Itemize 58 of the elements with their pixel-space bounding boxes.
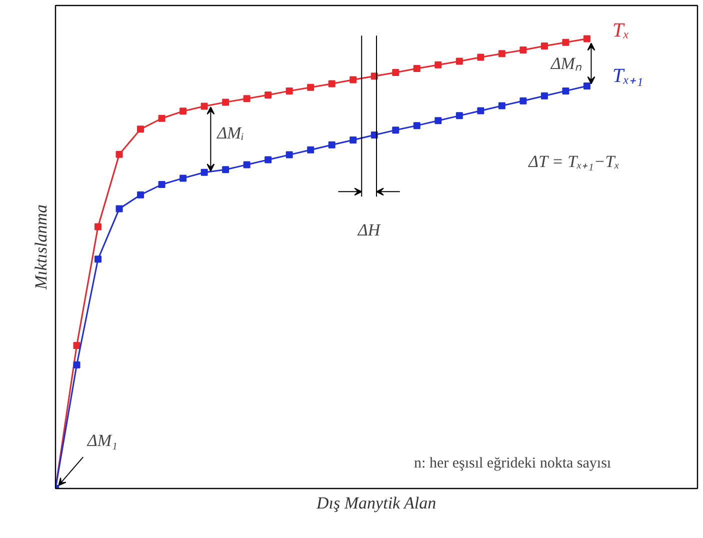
point [243,95,250,102]
point [413,122,420,130]
point [477,54,484,61]
annotation: ΔMₙ [550,54,582,74]
point [222,166,230,174]
point [200,168,208,176]
series-label: Tₓ₊₁ [612,65,644,88]
point [116,150,123,158]
point [180,108,187,115]
point [540,92,548,100]
point [222,98,230,106]
series-label: Tₓ [612,20,630,42]
point [456,58,463,65]
point [520,46,527,54]
y-axis-title: Mıktıslanma [32,204,50,290]
point [350,136,357,144]
point [562,38,570,46]
annotation: ΔMᵢ [216,124,244,143]
annotation: ΔH [356,220,382,240]
x-axis-title: Dış Manytik Alan [316,494,436,512]
point [392,126,400,134]
point [477,107,484,114]
annotation: ΔM₁ [86,430,118,450]
point [456,112,463,120]
point [200,102,208,110]
point [180,174,187,182]
point [94,223,102,230]
point [583,35,590,42]
point [286,87,293,94]
annotation: ΔT = Tₓ₊₁−Tₓ [528,152,620,172]
point [116,205,123,212]
annotation: n: her eşısıl eğrideki nokta sayısı [414,455,612,472]
point [520,97,527,104]
point [73,342,80,349]
point [137,126,144,133]
point [540,42,548,50]
point [264,91,272,98]
point [158,180,166,188]
point [94,256,102,263]
point [307,146,314,154]
point [434,117,442,124]
point [498,102,506,110]
point [350,76,357,84]
point [413,64,420,72]
point [562,87,570,94]
point [286,151,293,158]
point [243,161,250,168]
point [73,361,80,368]
point [264,156,272,164]
point [137,191,144,198]
point [328,80,336,88]
point [498,50,506,58]
point [328,141,336,148]
point [392,69,400,76]
point [583,82,590,90]
point [307,84,314,91]
point [158,114,166,122]
point [434,61,442,68]
